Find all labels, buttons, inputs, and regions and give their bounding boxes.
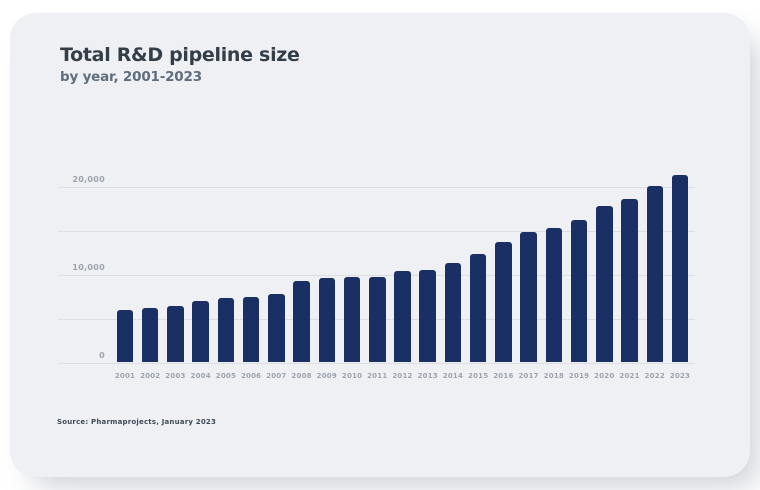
chart-title: Total R&D pipeline size: [60, 44, 300, 66]
bar-2011: [369, 277, 386, 363]
bar-2002: [141, 307, 159, 363]
x-axis-label-2009: 2009: [316, 371, 337, 380]
x-axis-label-2019: 2019: [568, 371, 590, 380]
x-axis-label-2006: 2006: [240, 371, 262, 380]
bar-2016: [495, 241, 512, 363]
bar-2004: [192, 300, 209, 363]
x-axis-label-2018: 2018: [543, 371, 564, 380]
bar-2012: [394, 270, 411, 363]
bar-2007: [268, 294, 285, 363]
bar-2023: [671, 175, 689, 363]
bar-chart: 0 10,000 20,000 2001 2002 2003 2004 2005 2006 200…: [58, 13, 698, 413]
gridline-10000: [58, 274, 695, 276]
bar-2021: [621, 198, 638, 363]
bar-2003: [167, 306, 184, 363]
bar-2006: [242, 297, 260, 363]
x-axis-label-2007: 2007: [266, 371, 287, 380]
y-axis-label-0: 0: [99, 350, 105, 360]
bar-2008: [293, 281, 310, 363]
x-axis-label-2016: 2016: [493, 371, 514, 380]
bar-2010: [343, 276, 361, 363]
chart-subtitle: by year, 2001-2023: [60, 69, 202, 85]
bar-2014: [444, 262, 462, 363]
x-axis-label-2001: 2001: [114, 371, 136, 380]
x-axis-label-2022: 2022: [644, 371, 665, 380]
bar-2015: [469, 254, 487, 363]
bar-2018: [545, 228, 563, 363]
x-axis-label-2021: 2021: [619, 371, 640, 380]
chart-card: Total R&D pipeline size by year, 2001-20…: [10, 13, 750, 477]
gridline-0: [58, 362, 695, 364]
y-axis-label-20000: 20,000: [72, 174, 105, 184]
x-axis-label-2020: 2020: [594, 371, 615, 380]
x-axis-label-2003: 2003: [165, 371, 186, 380]
x-axis-label-2017: 2017: [518, 371, 539, 380]
bar-2017: [520, 231, 537, 363]
x-axis-label-2008: 2008: [291, 371, 312, 380]
x-axis-label-2005: 2005: [215, 371, 237, 380]
x-axis-label-2002: 2002: [140, 371, 161, 380]
gridline-15000: [58, 230, 695, 232]
y-axis-label-10000: 10,000: [72, 262, 105, 272]
x-axis-label-2012: 2012: [392, 371, 413, 380]
source-note: Source: Pharmaprojects, January 2023: [57, 418, 217, 426]
x-axis-label-2011: 2011: [367, 371, 388, 380]
x-axis-label-2015: 2015: [468, 371, 489, 380]
x-axis-label-2014: 2014: [442, 371, 464, 380]
gridline-20000: [58, 186, 695, 188]
x-axis-label-2004: 2004: [190, 371, 211, 380]
x-axis-label-2010: 2010: [341, 371, 363, 380]
bar-2001: [116, 309, 134, 363]
bar-2005: [217, 297, 235, 363]
bar-2009: [318, 277, 336, 363]
bar-2022: [646, 185, 664, 363]
x-axis-label-2023: 2023: [669, 371, 691, 380]
bar-2020: [596, 206, 613, 363]
bar-2019: [570, 220, 588, 363]
bar-2013: [419, 270, 436, 363]
x-axis-label-2013: 2013: [417, 371, 438, 380]
